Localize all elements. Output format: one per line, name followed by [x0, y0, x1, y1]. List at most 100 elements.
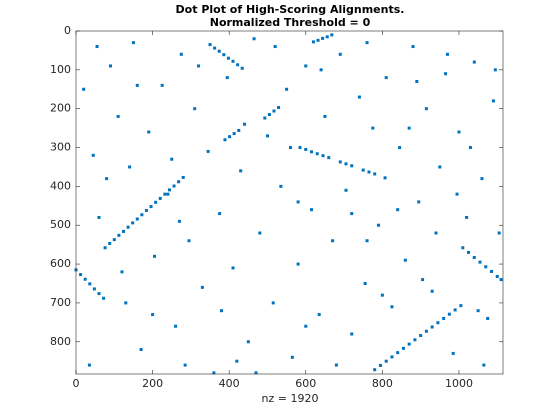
dot	[97, 292, 101, 296]
dot	[401, 346, 405, 350]
dot	[187, 239, 191, 243]
dot	[220, 309, 224, 313]
dot	[430, 325, 434, 329]
dot	[103, 246, 107, 250]
dot	[179, 52, 183, 56]
dot	[217, 49, 221, 53]
y-tick-label: 700	[50, 296, 71, 309]
dot	[177, 219, 181, 223]
dot	[97, 215, 101, 219]
dot	[197, 64, 201, 68]
dot	[430, 289, 434, 293]
dot	[330, 33, 334, 37]
dot	[135, 217, 139, 221]
dot	[413, 338, 417, 342]
dot	[237, 128, 241, 132]
dot	[365, 239, 369, 243]
dot	[338, 160, 342, 164]
dot	[112, 238, 116, 242]
dot	[434, 231, 438, 235]
dot	[407, 342, 411, 346]
dot	[273, 45, 277, 49]
dot	[218, 212, 222, 216]
x-tick-label: 800	[372, 377, 393, 390]
dot	[447, 312, 451, 316]
dot	[478, 260, 482, 264]
dot	[398, 146, 402, 150]
dot	[486, 316, 490, 320]
dot	[417, 200, 421, 204]
dot	[131, 221, 135, 225]
dot	[222, 53, 226, 57]
dot	[298, 146, 302, 150]
dot	[92, 287, 96, 291]
dot	[193, 107, 197, 111]
dot	[267, 113, 271, 117]
y-tick-label: 600	[50, 257, 71, 270]
dot	[117, 233, 121, 237]
dot	[235, 359, 239, 363]
dot	[495, 274, 499, 278]
dot	[231, 266, 235, 270]
dot	[457, 130, 461, 134]
dot	[438, 165, 442, 169]
y-tick-label: 200	[50, 102, 71, 115]
dot	[407, 126, 411, 130]
dot	[151, 313, 155, 317]
dot	[334, 363, 338, 367]
dot	[367, 170, 371, 174]
dot	[357, 95, 361, 99]
x-axis-label: nz = 1920	[262, 392, 319, 405]
dot	[311, 40, 315, 44]
dot	[491, 99, 495, 103]
x-tick-label: 1000	[445, 377, 473, 390]
dot	[108, 241, 112, 245]
dot	[493, 68, 497, 72]
dot	[325, 35, 329, 39]
dot	[484, 265, 488, 269]
dot	[419, 334, 423, 338]
dot	[83, 277, 87, 281]
dot	[304, 324, 308, 328]
dot	[102, 296, 106, 300]
dot	[421, 278, 425, 282]
dot	[331, 239, 335, 243]
dot	[279, 184, 283, 188]
dot	[321, 154, 325, 158]
dot	[181, 175, 185, 179]
y-tick-label: 300	[50, 141, 71, 154]
chart-subtitle: Normalized Threshold = 0	[210, 16, 371, 29]
y-tick-label: 800	[50, 335, 71, 348]
dot	[183, 363, 187, 367]
dot	[124, 301, 128, 305]
dot	[240, 66, 244, 70]
dot	[225, 76, 229, 80]
dot	[396, 208, 400, 212]
dot	[344, 188, 348, 192]
dot	[436, 321, 440, 325]
dot	[167, 188, 171, 192]
y-tick-label: 400	[50, 179, 71, 192]
dot	[499, 278, 503, 282]
dot	[144, 208, 148, 212]
x-tick-label: 0	[73, 377, 80, 390]
dot	[223, 138, 227, 142]
dot	[272, 109, 276, 113]
dot	[490, 269, 494, 273]
dot	[212, 371, 216, 375]
dot	[465, 215, 469, 219]
dot	[95, 45, 99, 49]
dot	[415, 79, 419, 83]
dot	[497, 231, 501, 235]
dot	[154, 200, 158, 204]
dot	[444, 72, 448, 76]
dot	[121, 229, 125, 233]
dot	[126, 225, 130, 229]
dot	[453, 308, 457, 312]
dot	[371, 126, 375, 130]
dot	[120, 270, 124, 274]
dot	[344, 162, 348, 166]
dot	[323, 114, 327, 118]
dot	[290, 355, 294, 359]
dot	[87, 363, 91, 367]
